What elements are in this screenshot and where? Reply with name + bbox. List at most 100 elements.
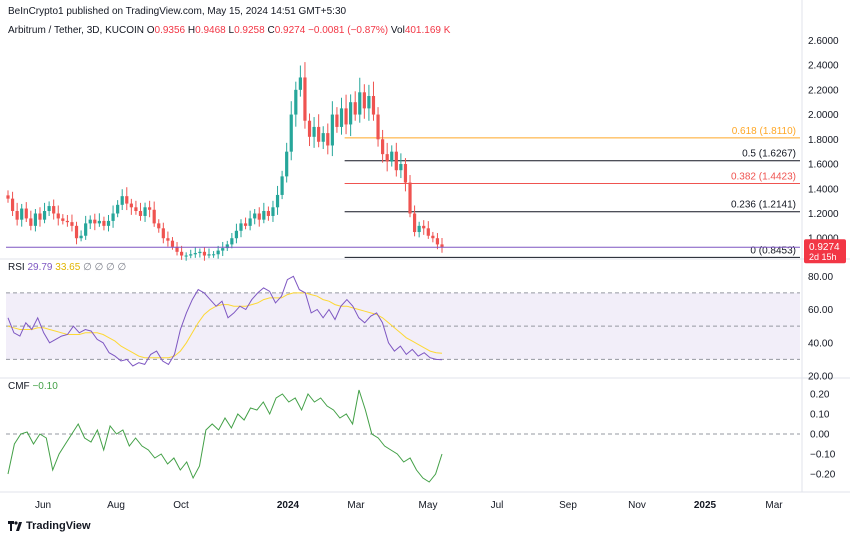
candle-body: [344, 108, 348, 125]
candle-body: [289, 114, 293, 152]
cmf-legend: CMF −0.10: [8, 381, 58, 392]
candle-body: [381, 139, 385, 155]
last-price-tag: [804, 239, 846, 264]
candle-body: [422, 225, 426, 229]
candle-body: [248, 218, 252, 226]
time-axis-tick: Mar: [347, 500, 365, 511]
candle-body: [440, 244, 444, 248]
candle-body: [243, 223, 248, 226]
close-label: C: [267, 25, 275, 36]
candle-body: [221, 248, 225, 251]
candle-body: [166, 238, 170, 241]
candle-body: [102, 220, 106, 226]
open-value: 0.9356: [154, 25, 186, 36]
candle-body: [417, 225, 421, 233]
candle-body: [148, 207, 152, 210]
rsi-axis-tick: 80.00: [808, 272, 833, 283]
candle-body: [216, 250, 220, 255]
rsi-axis-tick: 20.00: [808, 372, 833, 383]
candle-body: [312, 126, 316, 137]
candle-body: [262, 211, 266, 220]
candle-body: [326, 133, 330, 146]
candle-body: [371, 96, 376, 115]
price-axis-tick: 2.4000: [808, 61, 839, 72]
cmf-axis-tick: 0.20: [810, 390, 830, 401]
fib-level-label: 0.5 (1.6267): [742, 149, 796, 160]
candle-body: [84, 223, 88, 236]
time-axis-tick: Jul: [491, 500, 504, 511]
candle-body: [180, 251, 184, 256]
rsi-line: [7, 275, 443, 367]
candle-body: [175, 246, 179, 252]
candle-body: [321, 133, 325, 142]
cmf-axis-tick: −0.10: [810, 450, 836, 461]
candle-body: [24, 208, 28, 219]
tradingview-brand: TradingView: [26, 520, 91, 532]
time-axis-tick: May: [419, 500, 438, 511]
candle-body: [88, 219, 92, 224]
candle-body: [349, 102, 353, 125]
candle-body: [335, 114, 339, 127]
candle-body: [266, 211, 270, 216]
rsi-axis-tick: 60.00: [808, 305, 833, 316]
high-value: 0.9468: [195, 25, 226, 36]
volume-value: 401.169 K: [404, 25, 451, 36]
fib-level-label: 0 (0.8453): [750, 245, 796, 256]
candle-body: [234, 230, 239, 239]
candle-body: [125, 196, 129, 204]
candle-body: [431, 235, 435, 239]
cmf-value: −0.10: [32, 381, 58, 392]
candle-body: [280, 176, 284, 195]
candle-body: [170, 240, 175, 247]
rsi-value: 29.79: [27, 262, 53, 273]
candle-body: [134, 207, 138, 212]
time-axis-tick: Mar: [765, 500, 783, 511]
candle-body: [65, 220, 69, 223]
candle-body: [394, 151, 398, 171]
candle-body: [20, 208, 24, 220]
cmf-label[interactable]: CMF: [8, 381, 30, 392]
candle-body: [239, 223, 243, 231]
candle-body: [330, 114, 334, 146]
candle-body: [116, 204, 120, 214]
candle-body: [257, 213, 261, 220]
candle-body: [193, 253, 197, 255]
candle-body: [207, 254, 211, 256]
candle-body: [435, 238, 440, 245]
symbol-title[interactable]: Arbitrum / Tether, 3D, KUCOIN: [8, 25, 144, 36]
fib-level-label: 0.236 (1.2141): [731, 200, 796, 211]
candle-body: [390, 151, 394, 162]
volume-label: Vol: [390, 25, 405, 36]
tradingview-logo[interactable]: TradingView: [8, 520, 91, 532]
candle-body: [303, 77, 307, 121]
candle-body: [225, 244, 229, 249]
rsi-ma-line: [7, 292, 443, 359]
price-axis-tick: 1.8000: [808, 135, 839, 146]
cmf-line: [7, 389, 443, 483]
candle-body: [376, 114, 380, 140]
price-axis-tick: 1.2000: [808, 209, 839, 220]
time-axis-tick: 2025: [694, 500, 717, 511]
candle-body: [412, 213, 417, 233]
candle-body: [79, 235, 83, 239]
low-label: L: [228, 25, 235, 36]
candle-body: [294, 89, 298, 115]
candle-body: [298, 77, 302, 90]
candle-body: [408, 182, 412, 214]
candle-body: [70, 222, 74, 226]
cmf-axis-tick: 0.00: [810, 430, 830, 441]
close-value: 0.9274: [274, 25, 306, 36]
rsi-label[interactable]: RSI: [8, 262, 25, 273]
rsi-settings-symbols: ∅ ∅ ∅ ∅: [83, 262, 127, 273]
last-price-tag-value: 0.9274: [809, 242, 840, 253]
rsi-legend: RSI 29.79 33.65 ∅ ∅ ∅ ∅: [8, 262, 126, 273]
candle-body: [198, 251, 202, 254]
candle-body: [42, 211, 47, 220]
candle-body: [52, 206, 56, 214]
candle-body: [211, 254, 216, 256]
candle-body: [29, 218, 33, 226]
fib-level-label: 0.382 (1.4423): [731, 172, 796, 183]
candle-body: [157, 223, 161, 229]
time-axis-tick: 2024: [277, 500, 300, 511]
